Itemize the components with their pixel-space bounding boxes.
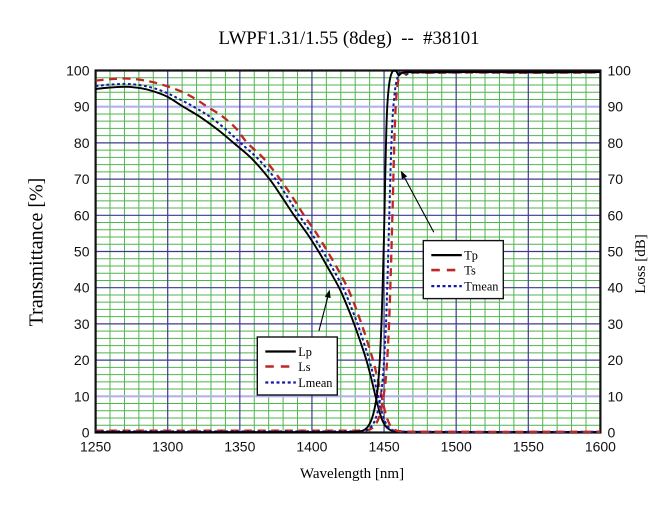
svg-text:90: 90	[74, 99, 90, 115]
svg-text:Tp: Tp	[464, 249, 478, 263]
svg-text:80: 80	[74, 135, 90, 151]
svg-text:70: 70	[608, 171, 624, 187]
svg-text:1300: 1300	[152, 439, 183, 455]
svg-text:50: 50	[608, 244, 624, 260]
svg-text:Loss [dB]: Loss [dB]	[633, 234, 649, 294]
svg-text:Tmean: Tmean	[464, 280, 498, 294]
svg-text:Lmean: Lmean	[298, 376, 332, 390]
svg-text:Transmittance [%]: Transmittance [%]	[26, 178, 48, 327]
svg-text:60: 60	[74, 207, 90, 223]
svg-text:1400: 1400	[296, 439, 327, 455]
svg-text:60: 60	[608, 207, 624, 223]
svg-text:40: 40	[608, 280, 624, 296]
svg-text:40: 40	[74, 280, 90, 296]
svg-text:Lp: Lp	[298, 345, 312, 359]
svg-text:90: 90	[608, 99, 624, 115]
svg-text:1500: 1500	[441, 439, 472, 455]
svg-text:100: 100	[608, 63, 632, 79]
svg-text:30: 30	[74, 316, 90, 332]
svg-text:100: 100	[66, 63, 90, 79]
svg-text:70: 70	[74, 171, 90, 187]
svg-text:80: 80	[608, 135, 624, 151]
svg-text:0: 0	[608, 425, 616, 441]
svg-text:10: 10	[74, 388, 90, 404]
svg-text:1350: 1350	[224, 439, 255, 455]
svg-text:Wavelength [nm]: Wavelength [nm]	[300, 466, 404, 482]
svg-text:30: 30	[608, 316, 624, 332]
svg-text:LWPF1.31/1.55 (8deg) -- #381: LWPF1.31/1.55 (8deg) -- #38101	[219, 28, 480, 49]
svg-text:20: 20	[608, 352, 624, 368]
svg-text:10: 10	[608, 388, 624, 404]
svg-text:20: 20	[74, 352, 90, 368]
svg-text:1250: 1250	[80, 439, 111, 455]
svg-text:Ls: Ls	[298, 360, 311, 374]
svg-text:1450: 1450	[369, 439, 400, 455]
svg-text:1550: 1550	[513, 439, 544, 455]
svg-text:0: 0	[82, 425, 90, 441]
svg-text:1600: 1600	[585, 439, 616, 455]
svg-text:Ts: Ts	[464, 264, 476, 278]
svg-text:50: 50	[74, 244, 90, 260]
